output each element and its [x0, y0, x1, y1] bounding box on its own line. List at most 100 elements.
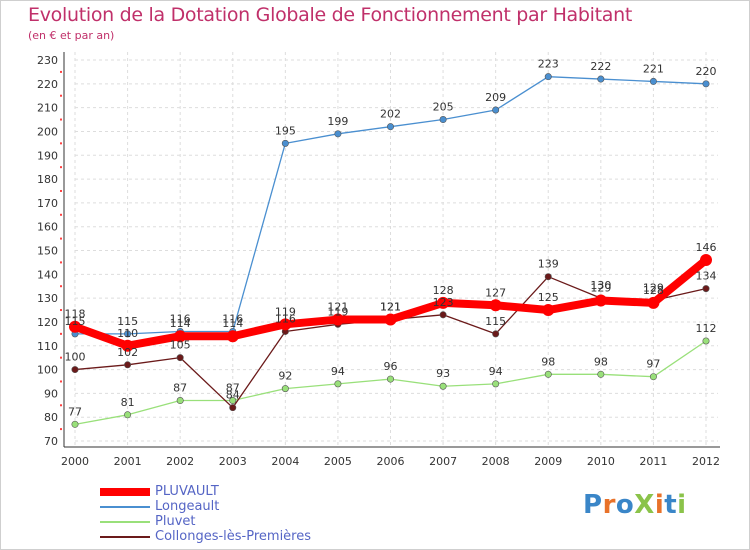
legend-label-longeault: Longeault: [155, 499, 220, 514]
x-tick-label: 2009: [534, 455, 562, 468]
logo-letter: r: [602, 490, 616, 520]
data-point-longeault: [386, 123, 394, 131]
data-label: 222: [590, 60, 611, 73]
data-point-pluvault: [700, 254, 712, 267]
y-tick-label: 170: [37, 197, 58, 210]
x-tick-label: 2004: [271, 455, 299, 468]
data-label: 77: [68, 405, 82, 418]
y-tick-label: 160: [37, 221, 58, 234]
data-point-pluvault: [542, 304, 555, 317]
data-label: 121: [327, 301, 348, 314]
logo-letter: i: [654, 490, 665, 520]
legend-swatch-longeault: [100, 506, 150, 508]
data-label: 128: [643, 284, 664, 297]
data-label: 223: [538, 58, 559, 71]
data-point-pluvault: [174, 330, 187, 343]
data-label: 115: [117, 315, 138, 328]
x-tick-label: 2011: [639, 455, 667, 468]
data-point-longeault: [492, 106, 500, 114]
logo-letter: P: [583, 490, 603, 520]
data-point-pluvault: [279, 318, 292, 331]
proxiti-logo: ProXiti: [583, 490, 687, 520]
data-label: 195: [275, 124, 296, 137]
data-label: 98: [594, 355, 608, 368]
legend-swatch-pluvault: [100, 488, 150, 496]
data-point-pluvet: [71, 420, 79, 428]
data-point-pluvet: [544, 370, 552, 378]
data-label: 114: [222, 317, 243, 330]
data-point-pluvet: [386, 375, 394, 383]
data-label: 116: [170, 312, 191, 325]
data-label: 98: [541, 355, 555, 368]
y-tick-label: 80: [44, 411, 58, 424]
data-label: 130: [590, 279, 611, 292]
data-label: 202: [380, 108, 401, 121]
data-point-collonges-les-premieres: [439, 311, 447, 319]
y-tick-label: 210: [37, 102, 58, 115]
data-point-pluvet: [492, 380, 500, 388]
data-label: 115: [65, 315, 86, 328]
data-point-pluvet: [597, 370, 605, 378]
data-point-pluvet: [439, 382, 447, 390]
data-label: 129: [590, 282, 611, 295]
x-tick-label: 2002: [166, 455, 194, 468]
logo-letter: i: [677, 490, 687, 520]
data-label: 118: [65, 308, 86, 321]
x-tick-label: 2012: [692, 455, 720, 468]
data-label: 84: [226, 389, 240, 402]
data-label: 96: [384, 360, 398, 373]
y-tick-label: 120: [37, 316, 58, 329]
data-label: 127: [485, 286, 506, 299]
data-label: 87: [173, 382, 187, 395]
x-tick-label: 2007: [429, 455, 457, 468]
x-tick-label: 2000: [61, 455, 89, 468]
y-tick-label: 190: [37, 149, 58, 162]
data-label: 94: [331, 365, 345, 378]
data-label: 116: [275, 312, 296, 325]
data-point-longeault: [702, 80, 710, 88]
data-point-pluvet: [649, 373, 657, 381]
data-label: 199: [327, 115, 348, 128]
y-tick-label: 70: [44, 435, 58, 448]
data-label: 134: [696, 270, 717, 283]
y-tick-label: 140: [37, 268, 58, 281]
axes: 7080901001101201301401501601701801902002…: [37, 52, 720, 468]
data-point-collonges-les-premieres: [492, 330, 500, 338]
y-tick-label: 230: [37, 54, 58, 67]
y-tick-label: 90: [44, 387, 58, 400]
legend-swatch-collonges: [100, 536, 150, 538]
y-tick-label: 200: [37, 125, 58, 138]
data-label: 114: [170, 317, 191, 330]
data-label: 115: [485, 315, 506, 328]
data-point-pluvault: [647, 296, 660, 309]
data-labels: 115 115 116 116 195 199 202 205 209 223 222 221 220 7…: [65, 58, 717, 419]
data-point-longeault: [124, 330, 132, 338]
data-point-pluvet: [176, 397, 184, 405]
data-point-longeault: [649, 77, 657, 85]
data-point-pluvet: [334, 380, 342, 388]
data-label: 119: [275, 305, 296, 318]
data-label: 112: [696, 322, 717, 335]
data-label: 94: [489, 365, 503, 378]
x-tick-label: 2006: [377, 455, 405, 468]
x-tick-label: 2005: [324, 455, 352, 468]
data-label: 97: [646, 358, 660, 371]
x-tick-label: 2008: [482, 455, 510, 468]
data-point-collonges-les-premieres: [544, 273, 552, 281]
data-label: 102: [117, 346, 138, 359]
y-tick-label: 150: [37, 245, 58, 258]
data-point-pluvault: [331, 313, 344, 326]
data-point-pluvet: [229, 397, 237, 405]
data-label: 93: [436, 367, 450, 380]
data-point-collonges-les-premieres: [71, 366, 79, 374]
data-label: 220: [696, 65, 717, 78]
data-point-longeault: [439, 116, 447, 124]
data-point-collonges-les-premieres: [176, 354, 184, 362]
chart-subtitle: (en € et par an): [28, 29, 115, 42]
x-tick-label: 2010: [587, 455, 615, 468]
data-label: 92: [278, 370, 292, 383]
data-point-longeault: [281, 139, 289, 147]
data-point-pluvet: [281, 385, 289, 393]
y-tick-label: 130: [37, 292, 58, 305]
data-label: 221: [643, 62, 664, 75]
